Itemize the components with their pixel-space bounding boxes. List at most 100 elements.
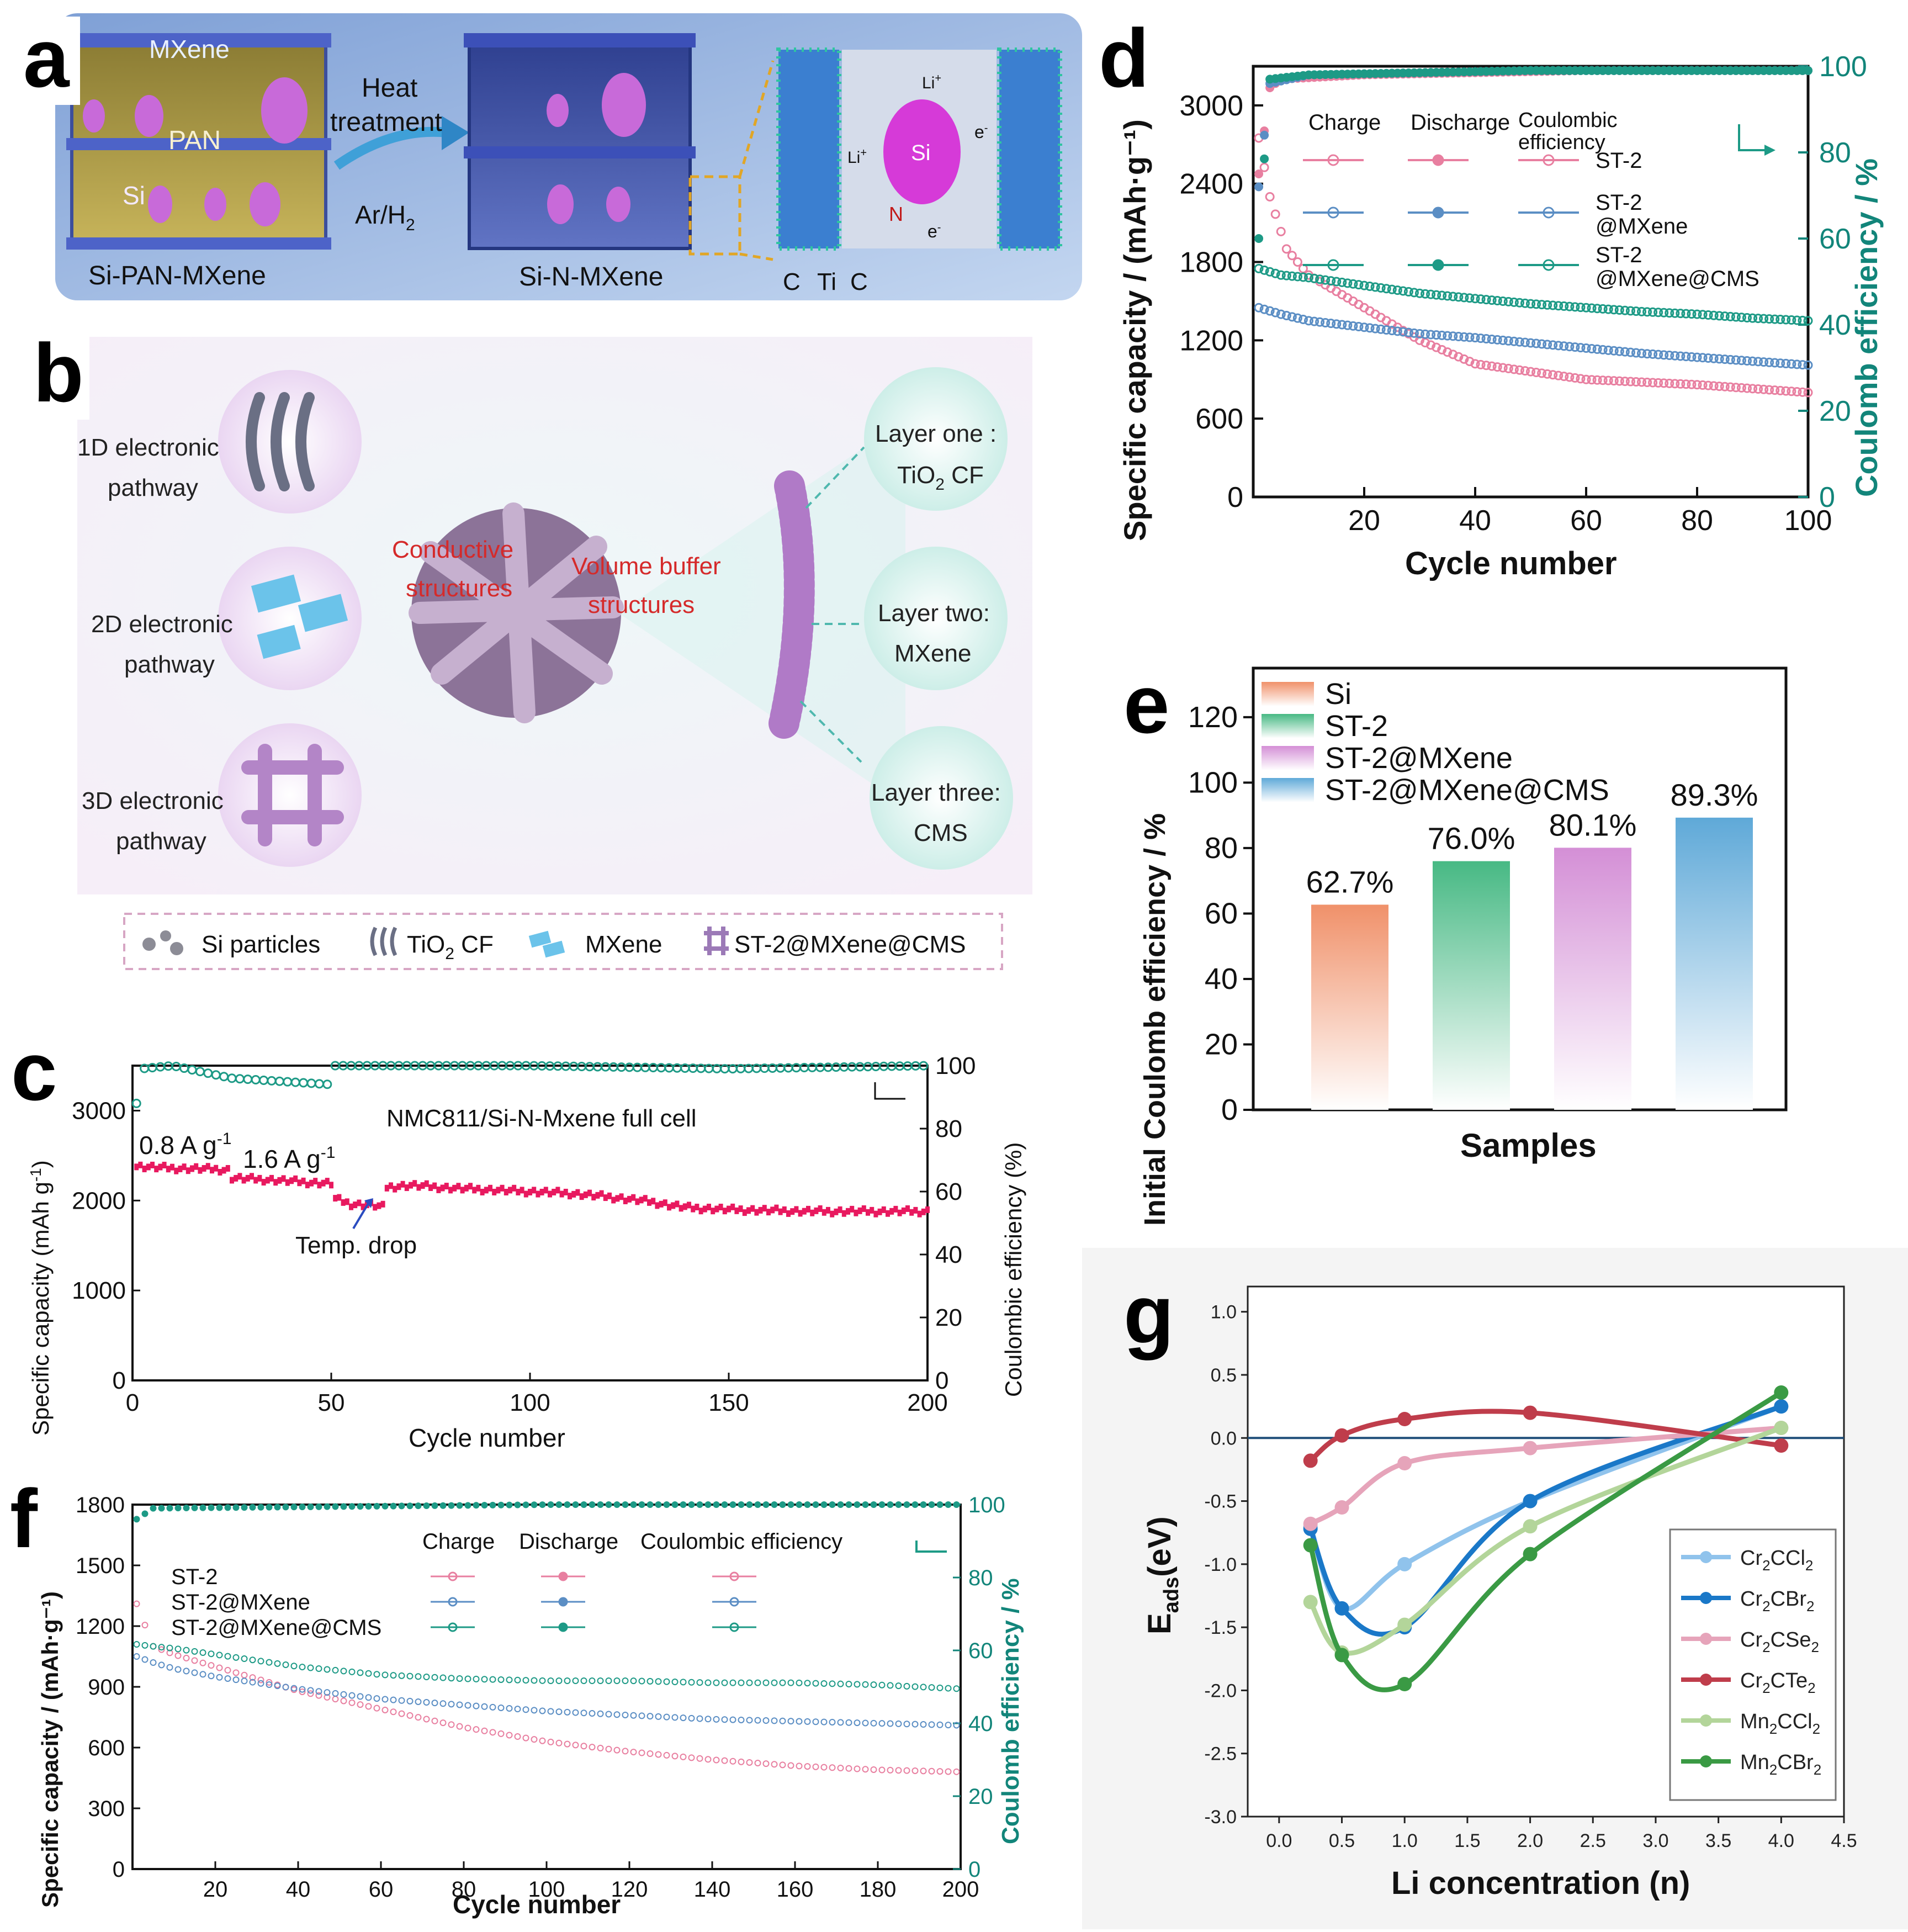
network-3d-icon <box>241 744 344 846</box>
capacity-point <box>1770 358 1780 368</box>
ce-point <box>274 1076 284 1086</box>
ce-point <box>306 1078 316 1088</box>
mxene-sheet-right-atoms <box>997 47 1062 251</box>
x-tick-label: 3.0 <box>1642 1830 1668 1851</box>
legend-marker <box>1327 207 1339 219</box>
capacity-point <box>1287 312 1297 322</box>
data-point <box>1523 1494 1538 1508</box>
ce-point <box>390 1502 397 1510</box>
capacity-point <box>862 1766 869 1773</box>
capacity-point <box>390 1708 397 1716</box>
capacity-point <box>1548 370 1558 380</box>
capacity-point <box>1281 310 1291 320</box>
ce-point <box>878 1501 886 1508</box>
capacity-point <box>257 1658 264 1665</box>
capacity-point <box>361 1203 365 1210</box>
x-tick-label: 140 <box>694 1877 731 1902</box>
capacity-point <box>605 1677 612 1684</box>
capacity-point <box>778 1208 783 1215</box>
capacity-point <box>1426 289 1436 299</box>
data-point <box>1774 1421 1789 1435</box>
zoom-line <box>738 60 775 177</box>
treatment-label: treatment <box>330 108 442 137</box>
legend-marker <box>1543 259 1555 271</box>
capacity-point <box>568 1193 572 1200</box>
chart-e-ylabel: Initial Coulomb efficiency / % <box>1138 813 1172 1226</box>
capacity-point <box>190 1165 194 1172</box>
capacity-point <box>603 1194 608 1201</box>
capacity-point <box>216 1652 223 1659</box>
capacity-point <box>887 1682 894 1689</box>
ce-point <box>191 1504 198 1511</box>
capacity-point <box>623 1197 628 1204</box>
capacity-point <box>522 1677 529 1684</box>
x-tick-label: 4.5 <box>1831 1830 1857 1851</box>
capacity-point <box>1432 290 1441 300</box>
capacity-point <box>841 1210 846 1217</box>
capacity-point <box>324 1666 331 1673</box>
ce-point <box>920 1501 927 1508</box>
capacity-point <box>290 1685 298 1692</box>
capacity-point <box>1526 299 1535 309</box>
capacity-point <box>309 1179 314 1187</box>
ti-atom-label: Ti <box>817 268 836 295</box>
capacity-point <box>1759 314 1769 324</box>
capacity-point <box>903 1682 910 1690</box>
capacity-point <box>738 1679 745 1686</box>
legend-marker <box>448 1571 458 1581</box>
legend-series-label: ST-2@MXene <box>171 1590 310 1615</box>
capacity-point <box>870 1719 877 1727</box>
capacity-point <box>635 1198 640 1205</box>
capacity-point <box>718 1204 723 1211</box>
capacity-point <box>299 1664 306 1671</box>
chart-c-title: NMC811/Si-N-Mxene full cell <box>386 1105 697 1132</box>
capacity-point <box>512 1184 517 1192</box>
ce-point <box>381 1502 389 1510</box>
capacity-point <box>1298 315 1308 325</box>
capacity-point <box>141 1642 149 1649</box>
capacity-point <box>178 1165 183 1172</box>
capacity-point <box>571 1190 576 1198</box>
capacity-point <box>802 1208 807 1215</box>
ce-point <box>259 1075 269 1085</box>
legend-discharge-header: Discharge <box>519 1529 618 1554</box>
capacity-point <box>1609 376 1619 386</box>
capacity-point <box>605 1745 612 1753</box>
ce-point <box>680 1501 687 1508</box>
capacity-point <box>1354 280 1364 290</box>
chart-e-xlabel: Samples <box>1460 1127 1597 1164</box>
ce-point <box>547 1501 554 1508</box>
panel-d: 20 40 60 80 100 0 600 1200 1800 2400 3000 0 20 40 60 80… <box>1082 0 1908 618</box>
ce-point <box>155 1062 165 1072</box>
y-tick-label: 300 <box>88 1797 125 1821</box>
capacity-point <box>1537 339 1547 349</box>
capacity-point <box>373 1695 380 1702</box>
capacity-point <box>782 1206 787 1213</box>
capacity-point <box>1381 284 1391 294</box>
capacity-point <box>1531 338 1541 348</box>
capacity-point <box>133 1600 140 1607</box>
capacity-point <box>208 1650 215 1658</box>
zoom-line <box>739 252 773 261</box>
capacity-point <box>695 1204 699 1211</box>
capacity-point <box>1614 346 1624 356</box>
capacity-point <box>619 1193 624 1200</box>
capacity-point <box>539 1677 546 1684</box>
capacity-point <box>381 1706 389 1713</box>
capacity-point <box>1559 341 1569 351</box>
capacity-point <box>1781 315 1791 325</box>
capacity-point <box>1592 375 1602 385</box>
capacity-point <box>1714 382 1724 391</box>
capacity-point <box>887 1720 894 1727</box>
capacity-point <box>208 1672 215 1680</box>
legend-marker <box>1432 154 1444 166</box>
capacity-point <box>1592 304 1602 314</box>
capacity-point <box>444 1183 449 1190</box>
capacity-point <box>1381 325 1391 335</box>
capacity-point <box>1503 297 1513 306</box>
capacity-point <box>936 1768 944 1775</box>
capacity-point <box>1265 192 1275 202</box>
capacity-point <box>1625 306 1635 316</box>
capacity-point <box>766 1209 771 1216</box>
capacity-point <box>174 1645 182 1653</box>
